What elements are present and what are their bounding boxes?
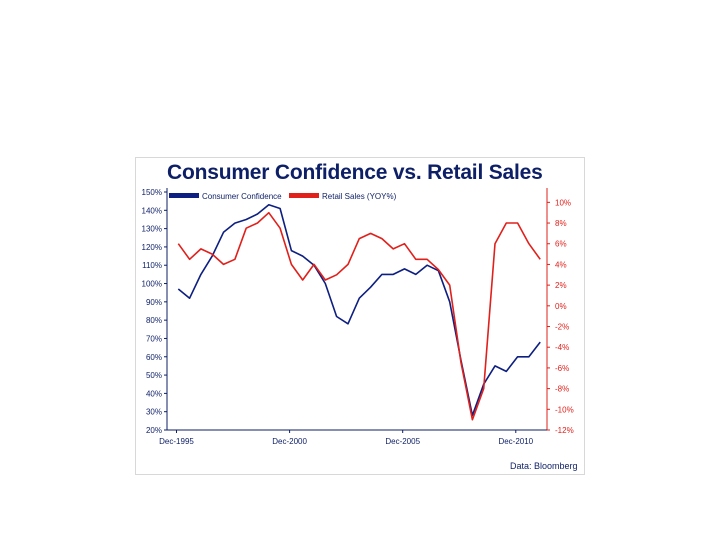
legend-swatch	[169, 193, 199, 198]
left-tick-label: 50%	[146, 371, 162, 380]
right-tick-label: -6%	[555, 364, 569, 373]
right-tick-label: 4%	[555, 260, 567, 269]
left-tick-label: 30%	[146, 408, 162, 417]
left-tick-label: 60%	[146, 353, 162, 362]
chart-title: Consumer Confidence vs. Retail Sales	[167, 161, 543, 184]
left-axis: 150% 140% 130% 120% 110% 100% 90% 80% 70% 60% 50% 4…	[142, 188, 168, 435]
right-tick-label: -4%	[555, 343, 569, 352]
series-line-consumer-confidence	[177, 204, 541, 417]
left-tick-label: 100%	[142, 280, 162, 289]
chart-frame	[135, 157, 585, 475]
right-tick-label: 2%	[555, 281, 567, 290]
left-tick-label: 130%	[142, 225, 162, 234]
right-tick-label: 0%	[555, 302, 567, 311]
left-tick-label: 70%	[146, 334, 162, 343]
x-tick-label: Dec-2000	[272, 437, 307, 446]
right-axis: 10% 8% 6% 4% 2% 0% -2% -4% -6% -8% -10% -12%	[546, 188, 574, 435]
legend-label: Consumer Confidence	[202, 192, 282, 201]
right-tick-label: -8%	[555, 385, 569, 394]
right-tick-label: 10%	[555, 198, 571, 207]
left-tick-label: 120%	[142, 243, 162, 252]
legend-label: Retail Sales (YOY%)	[322, 192, 397, 201]
x-axis: Dec-1995 Dec-2000 Dec-2005 Dec-2010	[159, 429, 547, 446]
left-tick-label: 20%	[146, 426, 162, 435]
left-tick-label: 110%	[142, 261, 162, 270]
series-group	[177, 204, 541, 421]
left-tick-label: 90%	[146, 298, 162, 307]
source-note: Data: Bloomberg	[510, 461, 578, 471]
left-tick-label: 140%	[142, 206, 162, 215]
right-tick-label: -10%	[555, 405, 574, 414]
right-tick-label: 8%	[555, 219, 567, 228]
right-tick-label: -2%	[555, 323, 569, 332]
series-line-retail-sales	[177, 211, 541, 421]
legend: Consumer Confidence Retail Sales (YOY%)	[169, 192, 397, 201]
left-tick-label: 150%	[142, 188, 162, 197]
left-tick-label: 40%	[146, 389, 162, 398]
legend-swatch	[289, 193, 319, 198]
left-tick-label: 80%	[146, 316, 162, 325]
right-tick-label: 6%	[555, 240, 567, 249]
x-tick-label: Dec-1995	[159, 437, 194, 446]
x-tick-label: Dec-2005	[385, 437, 420, 446]
right-tick-label: -12%	[555, 426, 574, 435]
x-tick-label: Dec-2010	[498, 437, 533, 446]
